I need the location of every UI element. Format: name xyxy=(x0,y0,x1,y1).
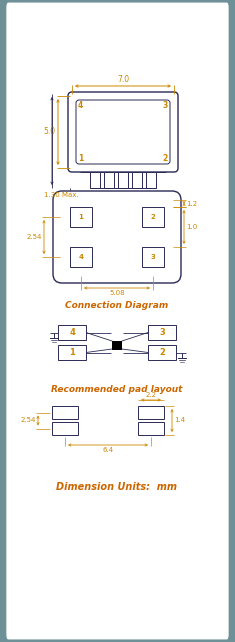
Text: 1: 1 xyxy=(78,214,83,220)
Bar xyxy=(148,345,176,360)
Bar xyxy=(70,247,92,267)
Text: 3: 3 xyxy=(151,254,155,260)
Text: 2.54: 2.54 xyxy=(27,234,42,240)
Bar xyxy=(146,172,156,188)
Text: 1.2: 1.2 xyxy=(186,200,197,207)
Bar xyxy=(142,247,164,267)
Bar xyxy=(148,325,176,340)
Text: 3: 3 xyxy=(163,101,168,110)
Bar xyxy=(104,172,114,188)
Bar xyxy=(118,172,128,188)
Bar xyxy=(132,172,142,188)
FancyBboxPatch shape xyxy=(68,92,178,172)
Bar xyxy=(52,422,78,435)
Bar xyxy=(142,207,164,227)
Text: 1: 1 xyxy=(69,348,75,357)
Text: 1: 1 xyxy=(78,154,83,163)
Bar xyxy=(112,341,122,350)
Text: 2: 2 xyxy=(159,348,165,357)
Text: 2.2: 2.2 xyxy=(145,392,157,398)
Text: Recommended pad layout: Recommended pad layout xyxy=(51,385,183,394)
Text: 5.08: 5.08 xyxy=(109,290,125,296)
Text: Connection Diagram: Connection Diagram xyxy=(65,300,169,309)
Bar xyxy=(52,406,78,419)
Text: 7.0: 7.0 xyxy=(117,75,129,84)
Text: 4: 4 xyxy=(78,254,83,260)
Text: Dimension Units:  mm: Dimension Units: mm xyxy=(56,482,177,492)
Bar xyxy=(90,172,100,188)
Bar xyxy=(58,345,86,360)
FancyBboxPatch shape xyxy=(76,100,170,164)
Text: 3: 3 xyxy=(159,328,165,337)
Bar xyxy=(58,325,86,340)
FancyBboxPatch shape xyxy=(53,191,181,283)
Text: 4: 4 xyxy=(78,101,83,110)
Text: 1.0: 1.0 xyxy=(186,224,197,230)
Text: 6.4: 6.4 xyxy=(102,447,114,453)
Text: 1.30 Max.: 1.30 Max. xyxy=(44,192,79,198)
Bar xyxy=(138,406,164,419)
Bar xyxy=(138,422,164,435)
Text: 2: 2 xyxy=(151,214,155,220)
Text: 5.0: 5.0 xyxy=(43,128,55,137)
Text: 2.54: 2.54 xyxy=(21,417,36,424)
Bar xyxy=(70,207,92,227)
Text: 2: 2 xyxy=(163,154,168,163)
Text: 4: 4 xyxy=(69,328,75,337)
Text: 1.4: 1.4 xyxy=(174,417,185,424)
